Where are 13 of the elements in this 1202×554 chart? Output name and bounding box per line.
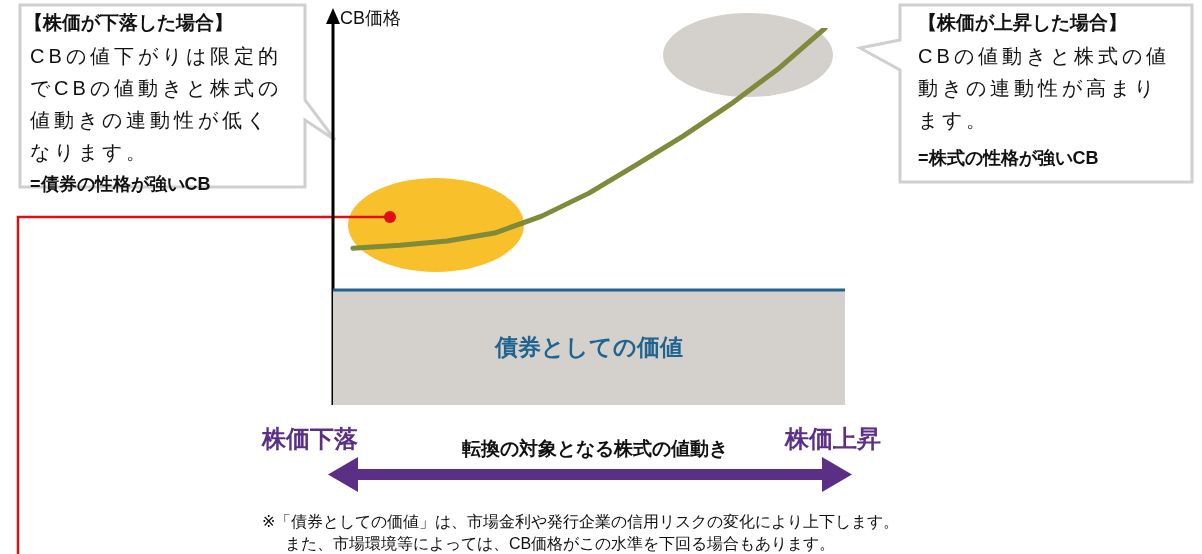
x-axis-title: 転換の対象となる株式の値動き	[462, 437, 728, 461]
band-label: 債券としての価値	[494, 333, 683, 360]
text: 【株価が上昇した場合】	[918, 11, 1127, 35]
text: ※「債券としての価値」は、市場金利や発行企業の信用リスクの変化により上下します。	[262, 512, 900, 532]
text: 株価上昇	[785, 424, 881, 454]
text: 株価下落	[262, 424, 358, 454]
text: また、市場環境等によっては、CB価格がこの水準を下回る場合もあります。	[285, 534, 836, 554]
text: =債券の性格が強いCB	[30, 173, 211, 196]
y-axis-title: CB価格	[340, 7, 402, 30]
text: CBの値動きと株式の値動きの連動性が高まります。	[918, 44, 1171, 133]
text: CBの値下がりは限定的でCBの値動きと株式の値動きの連動性が低くなります。	[30, 44, 283, 165]
text: 【株価が下落した場合】	[24, 11, 233, 35]
text: =株式の性格が強いCB	[918, 147, 1099, 170]
